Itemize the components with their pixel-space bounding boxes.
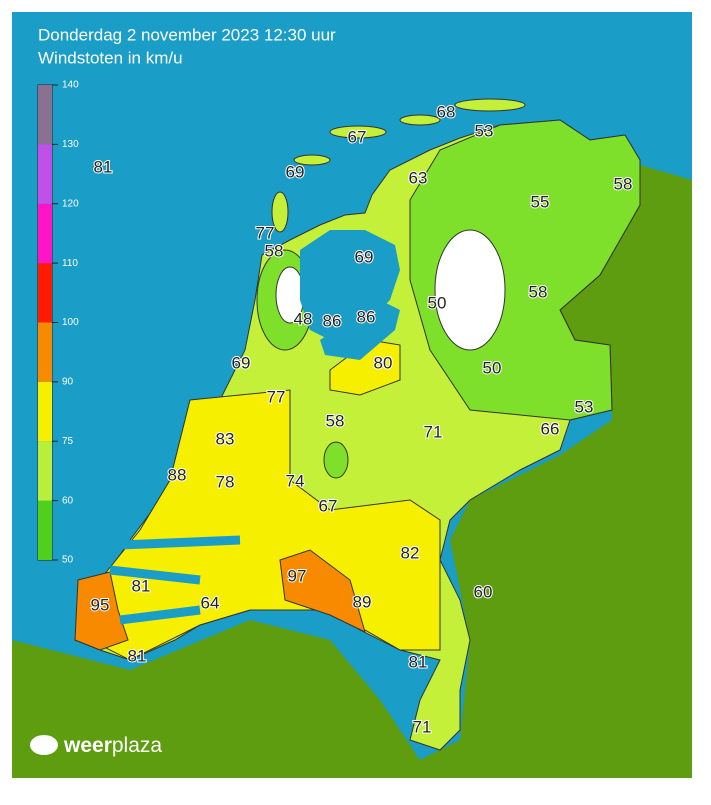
zone-green [323, 441, 349, 479]
station-value: 80 [374, 353, 393, 372]
island [399, 114, 441, 126]
station-value: 81 [409, 652, 428, 671]
legend-tick-label: 100 [62, 317, 79, 328]
station-value: 63 [409, 168, 428, 187]
station-value: 82 [401, 543, 420, 562]
island [329, 125, 387, 139]
logo-text: weerplaza [63, 734, 162, 757]
station-value: 83 [216, 429, 235, 448]
legend-tick-label: 120 [62, 198, 79, 209]
station-value: 67 [348, 127, 367, 146]
station-value: 53 [575, 397, 594, 416]
legend-band [38, 85, 52, 145]
markermeer [320, 300, 400, 360]
station-value: 50 [483, 358, 502, 377]
logo-cloud [30, 735, 58, 755]
legend-tick-label: 90 [62, 377, 74, 388]
station-value: 88 [168, 465, 187, 484]
station-value: 69 [232, 353, 251, 372]
legend-tick-label: 130 [62, 139, 79, 150]
station-value: 53 [475, 121, 494, 140]
station-value: 69 [355, 247, 374, 266]
legend-band [38, 263, 52, 323]
station-value: 77 [267, 387, 286, 406]
island [271, 191, 289, 233]
logo-light: plaza [112, 734, 163, 757]
title: Donderdag 2 november 2023 12:30 uur [38, 25, 336, 44]
foreign-land [560, 165, 692, 345]
station-value: 71 [424, 422, 443, 441]
island [293, 154, 331, 166]
station-value: 55 [531, 192, 550, 211]
station-value: 67 [319, 496, 338, 515]
legend-band [38, 441, 52, 501]
legend-tick-label: 50 [62, 555, 74, 566]
station-value: 89 [353, 592, 372, 611]
station-value: 58 [529, 282, 548, 301]
station-value: 50 [428, 293, 447, 312]
station-value: 77 [256, 223, 275, 242]
logo: weerplaza [30, 734, 162, 757]
legend-tick-label: 60 [62, 495, 74, 506]
station-value: 86 [357, 307, 376, 326]
legend-band [38, 322, 52, 382]
zone-orange [279, 549, 366, 633]
station-value: 68 [437, 102, 456, 121]
foreign-land [12, 300, 692, 778]
subtitle: Windstoten in km/u [38, 48, 183, 67]
legend-band [38, 144, 52, 204]
wadden-islands [271, 98, 526, 233]
station-value: 71 [413, 717, 432, 736]
legend-tick-label: 75 [62, 436, 74, 447]
station-value: 86 [323, 311, 342, 330]
station-value: 58 [265, 241, 284, 260]
legend-band [38, 381, 52, 442]
station-value: 48 [294, 309, 313, 328]
station-value: 97 [288, 566, 307, 585]
station-value: 74 [286, 471, 305, 490]
island [454, 98, 526, 112]
station-value: 60 [474, 582, 493, 601]
station-value: 78 [216, 472, 235, 491]
estuaries [109, 535, 241, 625]
zone-white [434, 229, 506, 351]
legend-band [38, 203, 52, 264]
station-value: 81 [94, 157, 113, 176]
legend-band [38, 500, 52, 560]
logo-bold: weer [63, 734, 112, 757]
station-value: 81 [132, 576, 151, 595]
station-value: 81 [128, 646, 147, 665]
legend-tick-label: 140 [62, 80, 79, 91]
station-value: 95 [91, 595, 110, 614]
station-value: 69 [286, 162, 305, 181]
station-value: 58 [326, 411, 345, 430]
station-value: 64 [201, 593, 220, 612]
station-value: 66 [541, 419, 560, 438]
station-value: 58 [614, 174, 633, 193]
legend-tick-label: 110 [62, 258, 78, 269]
